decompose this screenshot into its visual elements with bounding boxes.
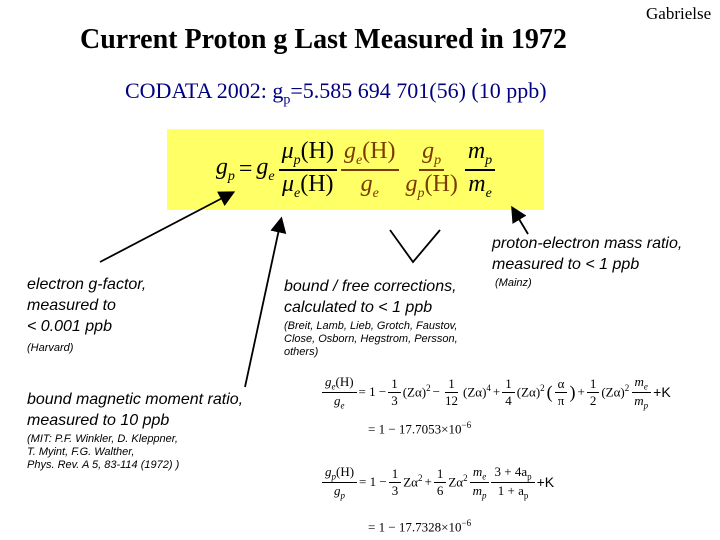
eq-e-t2: 1 12 (444, 375, 458, 408)
annotation-bound-free: bound / free corrections, calculated to … (284, 278, 457, 316)
eq-p-tail: +K (536, 474, 555, 491)
annotation-mass-ratio: proton-electron mass ratio, measured to … (492, 235, 683, 273)
eq-e-za3: (Zα)2 (516, 383, 545, 400)
main-formula-box: gp = ge μp(H) μe(H) ge(H) ge gp gp(H) mp… (167, 129, 544, 210)
codata-prefix: CODATA 2002: g (125, 78, 284, 103)
annotation-mass-ratio-source: (Mainz) (495, 277, 532, 289)
fraction-moment-ratio: μp(H) μe(H) (278, 138, 337, 202)
annotation-bound-free-sources: (Breit, Lamb, Lieb, Grotch, Faustov, Clo… (284, 320, 458, 358)
annotation-moment-ratio-sources: (MIT: P.F. Winkler, D. Kleppner, T. Myin… (27, 433, 180, 471)
eq-e-lp: ( (546, 381, 553, 402)
eq-e-plus2: + (577, 384, 585, 400)
eq-p-mass: me mp (469, 464, 490, 500)
page-title: Current Proton g Last Measured in 1972 (80, 24, 567, 55)
bracket-bound-free (389, 229, 441, 264)
eq-e-minus1: − (432, 384, 440, 400)
main-formula-ge: ge (256, 154, 275, 184)
fraction-mass-ratio: mp me (464, 138, 496, 202)
eq-e-za2: (Zα)4 (462, 383, 491, 400)
annotation-moment-ratio: bound magnetic moment ratio, measured to… (27, 391, 244, 429)
eq-e-tail: +K (653, 384, 671, 401)
eq-p-za2: Zα2 (448, 473, 468, 490)
eq-p-za1: Zα2 (403, 473, 423, 490)
eq-p-lhs: gp(H) gp (322, 464, 358, 500)
annotation-electron-g: electron g-factor, measured to < 0.001 p… (27, 276, 147, 335)
fraction-proton-correction: gp gp(H) (405, 137, 458, 201)
eq-e-plus1: + (492, 384, 501, 400)
electron-correction-result: = 1 − 17.7053×10−6 (368, 420, 472, 437)
codata-line: CODATA 2002: gp=5.585 694 701(56) (10 pp… (125, 78, 547, 108)
eq-p-plus1: + (424, 474, 432, 490)
author-label: Gabrielse (646, 4, 712, 23)
annotation-electron-g-source: (Harvard) (27, 342, 74, 354)
codata-value: =5.585 694 701(56) (10 ppb) (290, 78, 547, 103)
eq-e-mass: me mp (631, 374, 651, 410)
arrow-moment-ratio (244, 216, 287, 388)
eq-e-eq: = 1 − (358, 384, 387, 400)
fraction-electron-correction: ge(H) ge (340, 138, 399, 202)
main-formula-lhs: gp (215, 154, 235, 184)
main-formula-eq: = (238, 156, 253, 182)
eq-e-za4: (Zα)2 (601, 383, 630, 400)
proton-correction-result: = 1 − 17.7328×10−6 (368, 518, 472, 535)
eq-e-lhs: ge(H) ge (322, 374, 357, 410)
arrow-mass-ratio (511, 205, 529, 235)
codata-sub: p (283, 92, 291, 108)
eq-e-rp: ) (569, 381, 576, 402)
eq-e-za1: (Zα)2 (402, 383, 431, 400)
eq-p-anomaly: 3 + 4ap 1 + ap (491, 464, 535, 500)
eq-p-eq: = 1 − (359, 474, 387, 490)
